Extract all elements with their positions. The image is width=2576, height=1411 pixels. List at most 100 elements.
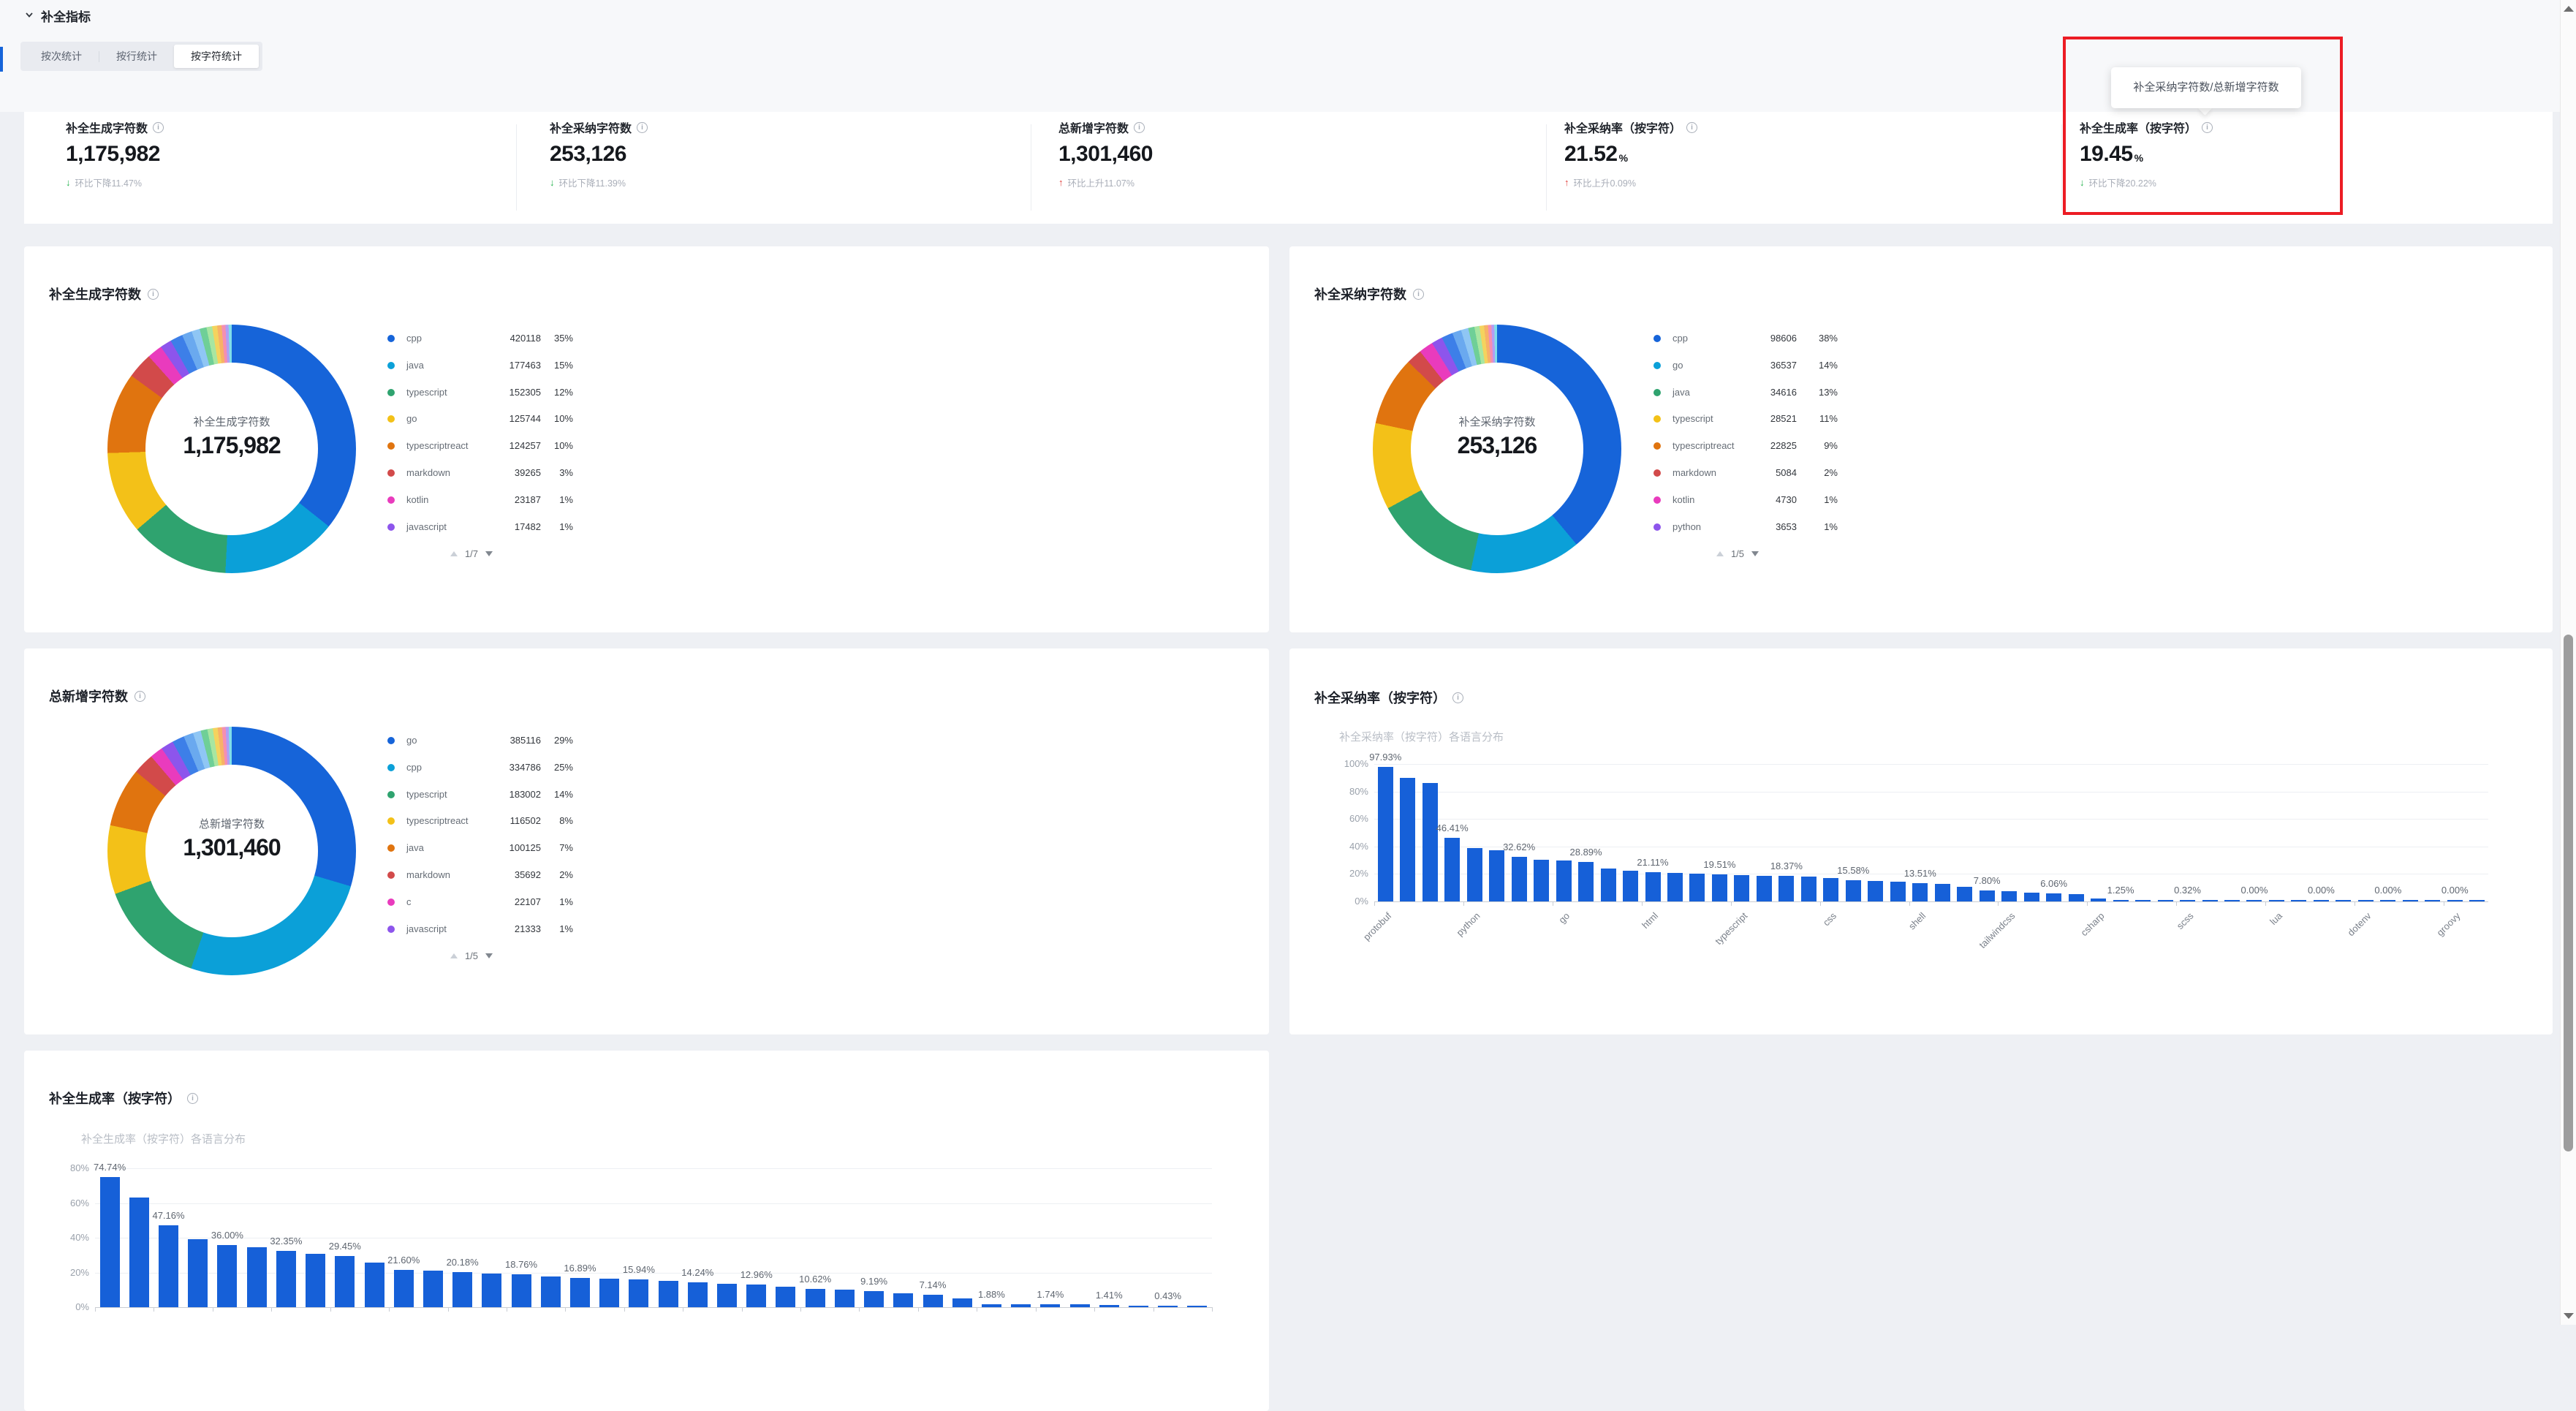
x-axis-tick [800,1307,802,1312]
legend-pct: 1% [559,923,573,934]
x-axis-tick [917,1307,919,1312]
bar-value-label: 36.00% [211,1229,243,1241]
legend-item[interactable]: javascript 17482 1% [387,520,573,534]
gridline [95,1168,1212,1169]
legend-value: 152305 [509,386,541,398]
bar-value-label: 14.24% [681,1267,714,1279]
bar [540,1276,561,1307]
info-icon[interactable] [135,690,145,702]
info-icon[interactable] [1134,121,1145,133]
legend-prev-icon[interactable] [450,953,458,958]
legend-item[interactable]: typescript 28521 11% [1653,412,1838,426]
scrollbar[interactable] [2560,0,2576,1325]
info-icon[interactable] [148,288,159,300]
tab-by-count[interactable]: 按次统计 [41,50,82,62]
legend-item[interactable]: python 3653 1% [1653,520,1838,534]
legend-pct: 10% [553,413,573,425]
info-icon[interactable] [637,121,648,133]
bar-value-label: 32.62% [1503,841,1536,852]
legend-label: kotlin [406,493,429,505]
legend-dot [1653,469,1661,477]
legend-item[interactable]: java 100125 7% [387,841,573,855]
legend-label: cpp [1672,333,1688,344]
bar [2268,900,2284,901]
legend-prev-icon[interactable] [450,551,458,556]
bar-value-label: 15.94% [622,1264,655,1276]
legend-item[interactable]: typescript 183002 14% [387,787,573,802]
legend-item[interactable]: java 34616 13% [1653,385,1838,400]
scrollbar-down-icon[interactable] [2564,1313,2574,1319]
bar [1444,837,1461,901]
legend-next-icon[interactable] [485,953,493,958]
bar [2202,900,2218,901]
chevron-down-icon[interactable] [24,10,34,20]
bar-value-label: 1.41% [1095,1289,1123,1301]
legend-prev-icon[interactable] [1716,551,1724,556]
kpi-card: 补全生成字符数 1,175,982 ↓环比下降11.47% [66,118,475,189]
legend-dot [1653,415,1661,423]
legend-item[interactable]: typescriptreact 124257 10% [387,439,573,453]
donut-center-label: 补全采纳字符数 [1458,416,1536,428]
legend-item[interactable]: go 385116 29% [387,733,573,748]
legend-pct: 1% [559,521,573,532]
legend-label: go [406,735,417,746]
legend-value: 100125 [509,842,541,854]
chart-subtitle: 补全生成率（按字符）各语言分布 [81,1133,246,1146]
bar [1534,860,1550,901]
legend-item[interactable]: markdown 39265 3% [387,466,573,480]
legend-item[interactable]: typescriptreact 116502 8% [387,814,573,828]
kpi-trend: ↑ 环比上升0.09% [1564,177,1636,189]
legend-item[interactable]: java 177463 15% [387,358,573,373]
legend-item[interactable]: kotlin 23187 1% [387,493,573,507]
legend-item[interactable]: typescript 152305 12% [387,385,573,400]
scrollbar-thumb[interactable] [2564,635,2573,1151]
legend-item[interactable]: kotlin 4730 1% [1653,493,1838,507]
x-axis-tick [1212,1307,1213,1312]
legend-next-icon[interactable] [485,551,493,556]
y-axis-label: 20% [1349,868,1368,879]
bar-value-label: 16.89% [564,1262,596,1274]
legend-item[interactable]: cpp 98606 38% [1653,331,1838,346]
metric-formula-tooltip: 补全采纳字符数/总新增字符数 [2111,67,2301,108]
bar [2291,900,2307,901]
card-title-text: 补全采纳率（按字符） [1314,691,1446,706]
kpi-value: 1,301,460 [1058,142,1153,166]
tab-by-char[interactable]: 按字符统计 [174,45,259,68]
bar [1187,1306,1208,1307]
tab-by-line[interactable]: 按行统计 [116,50,157,62]
info-icon[interactable] [2202,121,2213,133]
info-icon[interactable] [187,1092,198,1104]
legend-item[interactable]: typescriptreact 22825 9% [1653,439,1838,453]
info-icon[interactable] [1686,121,1698,133]
kpi-trend: ↑ 环比上升11.07% [1058,177,1134,189]
info-icon[interactable] [1413,288,1424,300]
kpi-card: 补全生成率（按字符） 19.45% ↓环比下降20.22% [2080,118,2489,189]
legend-dot [1653,496,1661,504]
card-title: 补全采纳率（按字符） [1314,688,1463,707]
legend-item[interactable]: markdown 35692 2% [387,868,573,882]
x-axis-tick [624,1307,625,1312]
legend-item[interactable]: markdown 5084 2% [1653,466,1838,480]
legend-pct: 11% [1819,413,1838,425]
legend-dot [387,737,395,744]
legend-item[interactable]: c 22107 1% [387,895,573,909]
bar [1800,877,1817,901]
legend-item[interactable]: cpp 420118 35% [387,331,573,346]
legend-value: 5084 [1776,467,1797,478]
legend-item[interactable]: cpp 334786 25% [387,760,573,775]
legend-item[interactable]: go 125744 10% [387,412,573,426]
bar [2001,891,2018,901]
bar [981,1304,1001,1307]
scrollbar-up-icon[interactable] [2564,6,2574,12]
info-icon[interactable] [1452,692,1463,703]
bar [1128,1305,1148,1307]
bar [1489,850,1505,901]
x-axis-tick [1909,901,1910,906]
legend-next-icon[interactable] [1751,551,1759,556]
x-axis-tick [741,1307,743,1312]
legend-item[interactable]: javascript 21333 1% [387,922,573,937]
info-icon[interactable] [153,121,164,133]
legend-label: markdown [406,869,450,880]
bar-value-label: 0.00% [2441,885,2469,896]
legend-item[interactable]: go 36537 14% [1653,358,1838,373]
